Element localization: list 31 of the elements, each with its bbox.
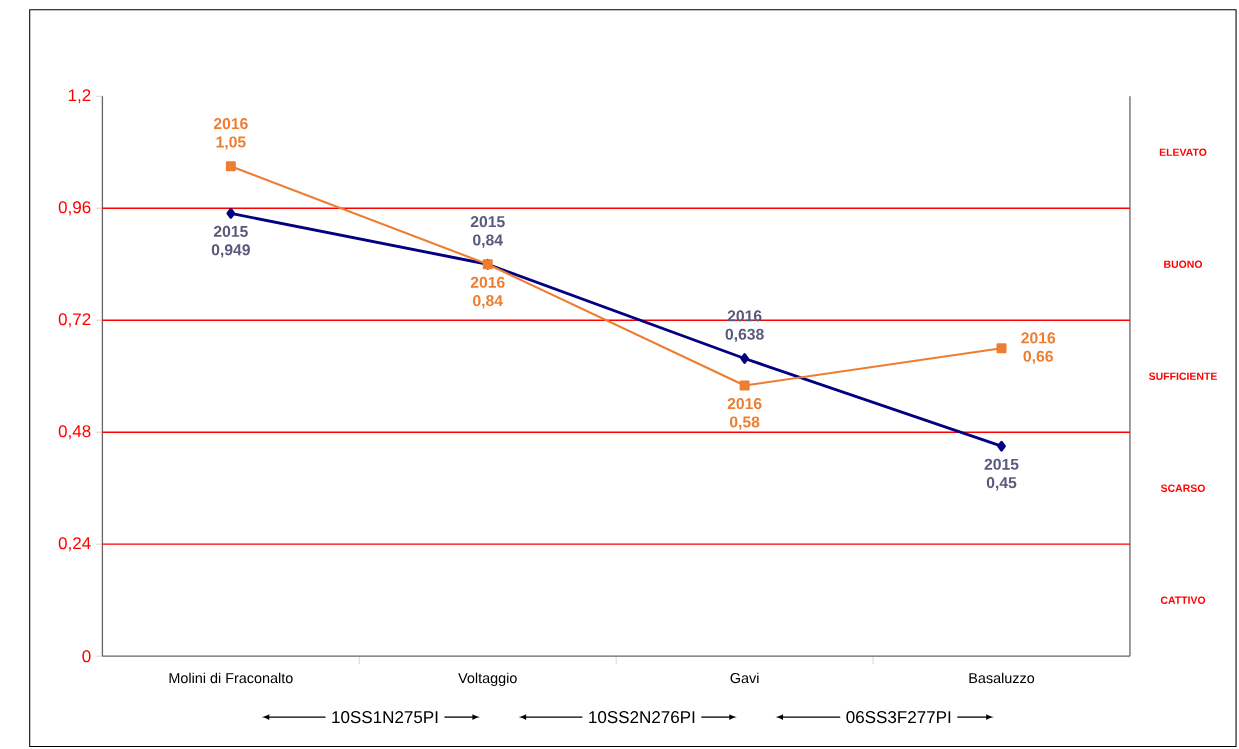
point [226,208,236,219]
text: ELEVATO [1159,148,1207,157]
y-tick-label: 1,2 [68,89,91,104]
text: BUONO [1164,260,1203,269]
y-tick-label: 0,72 [58,313,91,328]
x-tick-label: Molini di Fraconalto [169,672,293,684]
text: SUFFICIENTE [1148,372,1217,381]
text: CATTIVO [1160,596,1206,605]
data-label: 2015 0,45 [984,458,1019,491]
data-label: 2015 0,949 [211,226,250,258]
text: SCARSO [1160,484,1205,493]
x-tick-label: Voltaggio [458,672,517,687]
text: 06SS3F277PI [846,711,951,724]
text: 10SS1N275PI [332,711,438,724]
point [739,380,750,391]
point [996,343,1007,354]
data-label: 2016 0,66 [1021,332,1056,365]
data-label: 2016 1,05 [213,118,248,151]
point [225,161,236,172]
y-tick-label: 0,24 [58,537,91,552]
x-tick-label: Gavi [730,672,759,684]
y-tick-label: 0,48 [58,425,91,440]
y-tick-label: 0 [82,650,91,663]
data-label: 2016 0,84 [470,276,505,309]
data-label: 2015 0,84 [470,216,505,249]
point [740,353,750,365]
point [997,441,1006,452]
x-tick-label: Basaluzzo [969,672,1035,684]
data-label: 2016 0,58 [727,398,762,430]
y-tick-label: 0,96 [58,201,91,216]
text: 10SS2N276PI [589,711,695,724]
